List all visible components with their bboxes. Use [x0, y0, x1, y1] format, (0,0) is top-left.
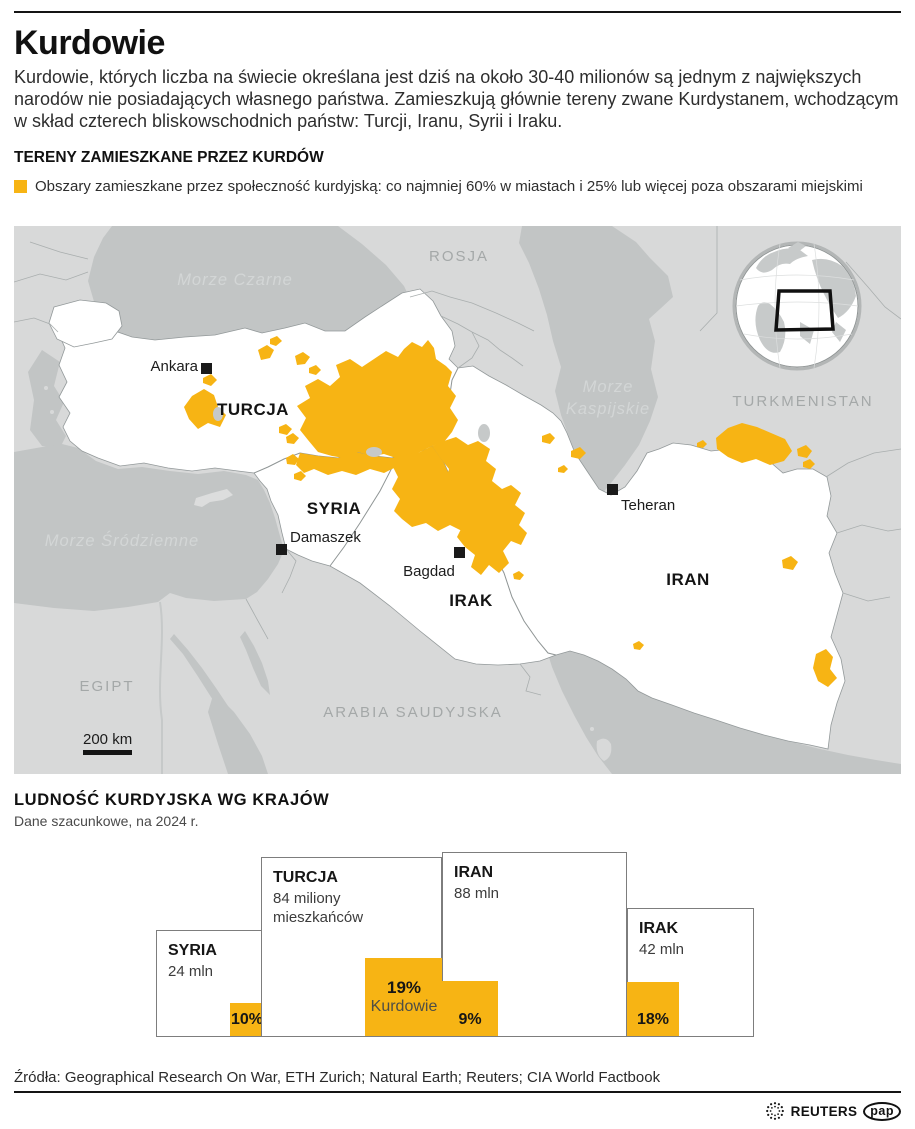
pap-logo: pap — [863, 1101, 901, 1121]
globe-focus-frame — [774, 289, 835, 332]
caspian-sea-label-line1: Morze — [583, 378, 634, 396]
lakes — [213, 407, 490, 457]
intro-line: w skład czterech bliskowschodnich państw… — [14, 111, 563, 131]
mediterranean-label: Morze Śródziemne — [45, 531, 199, 550]
egypt-label: EGIPT — [79, 678, 134, 695]
country-name: IRAN — [454, 864, 494, 881]
baghdad-marker — [454, 547, 465, 558]
page-title: Kurdowie — [14, 24, 165, 62]
saudi-arabia-label: ARABIA SAUDYJSKA — [323, 704, 503, 721]
map-svg: Morze Czarne Morze Kaspijskie Morze Śród… — [13, 226, 902, 774]
cyprus-shape — [194, 489, 233, 507]
chart-box-turcja: TURCJA 84 miliony mieszkańców 19% Kurdow… — [261, 857, 443, 1037]
globe-continents — [755, 242, 856, 353]
iraq-label: IRAK — [449, 591, 493, 610]
country-population: 84 miliony — [273, 889, 341, 907]
lake-van — [366, 447, 382, 457]
globe-graticule — [735, 243, 859, 369]
thrace-shape — [48, 299, 123, 348]
neighbor-borders — [13, 226, 902, 696]
turkmenistan-label: TURKMENISTAN — [732, 393, 873, 410]
aegean-island — [44, 386, 48, 390]
middle-east-map: Morze Czarne Morze Kaspijskie Morze Śród… — [13, 226, 902, 774]
intro-line: Kurdowie, których liczba na świecie okre… — [14, 67, 862, 87]
bahrain-shape — [590, 727, 594, 731]
percent-label: 18% — [636, 1011, 670, 1028]
black-sea-shape — [88, 226, 410, 345]
tehran-label: Teheran — [621, 497, 675, 514]
kurdish-share-bar-syria: 10% — [230, 1003, 264, 1036]
chart-subtitle: Dane szacunkowe, na 2024 r. — [14, 813, 199, 829]
tehran-marker — [607, 484, 618, 495]
map-section-heading: TERENY ZAMIESZKANE PRZEZ KURDÓW — [14, 149, 324, 166]
country-population: 42 mln — [639, 940, 685, 958]
country-population-2: mieszkańców — [273, 909, 364, 927]
country-name: IRAK — [639, 920, 679, 937]
chart-box-irak: IRAK 42 mln 18% — [627, 908, 754, 1037]
sources-line: Źródła: Geographical Research On War, ET… — [14, 1069, 661, 1086]
top-rule — [14, 11, 901, 13]
chart-section-heading: LUDNOŚĆ KURDYJSKA WG KRAJÓW — [14, 791, 330, 809]
country-name: TURCJA — [273, 869, 338, 886]
scale-bar — [83, 750, 132, 755]
caspian-sea-label-line2: Kaspijskie — [566, 400, 650, 418]
percent-label: 19% — [386, 978, 422, 997]
baghdad-label: Bagdad — [403, 563, 455, 580]
bottom-rule — [14, 1091, 901, 1093]
nile-river — [159, 601, 163, 774]
kurdish-share-bar-iran: 9% — [442, 981, 498, 1036]
kurdish-areas — [184, 336, 837, 687]
aegean-island — [50, 410, 54, 414]
kurdish-share-bar-irak: 18% — [627, 982, 679, 1036]
ankara-marker — [201, 363, 212, 374]
reuters-logo-text: REUTERS — [790, 1103, 858, 1119]
percent-label: 9% — [458, 1011, 482, 1028]
legend-text: Obszary zamieszkane przez społeczność ku… — [35, 178, 863, 195]
iran-label: IRAN — [666, 570, 710, 589]
ankara-label: Ankara — [150, 358, 198, 375]
black-sea-label: Morze Czarne — [177, 271, 293, 289]
syria-label: SYRIA — [307, 499, 361, 518]
gulf-of-aqaba-shape — [240, 631, 270, 695]
lake-urmia — [478, 424, 490, 442]
russia-label: ROSJA — [429, 248, 489, 265]
country-population: 88 mln — [454, 884, 500, 902]
chart-box-syria: SYRIA 24 mln 10% — [156, 930, 264, 1037]
percent-note: Kurdowie — [370, 998, 438, 1015]
turkey-label: TURCJA — [217, 400, 289, 419]
kurdish-share-bar-turcja: 19% Kurdowie — [365, 958, 443, 1036]
intro-line: narodów nie posiadających własnego państ… — [14, 89, 899, 109]
aegean-sea-shape — [28, 350, 66, 448]
globe-inset — [732, 241, 862, 371]
caspian-sea-shape — [519, 226, 673, 495]
chart-box-iran: IRAN 88 mln 9% — [442, 852, 627, 1037]
country-population: 24 mln — [168, 962, 214, 980]
map-legend: Obszary zamieszkane przez społeczność ku… — [14, 178, 863, 195]
agency-logos: REUTERS pap — [765, 1101, 901, 1121]
city-markers — [201, 363, 618, 558]
persian-gulf-shape — [547, 633, 901, 774]
qatar-shape — [596, 738, 612, 761]
lake-tuz — [213, 407, 223, 421]
red-sea-shape — [208, 692, 268, 774]
reuters-sunburst-icon — [765, 1102, 784, 1120]
mediterranean-shape — [14, 444, 284, 611]
percent-label: 10% — [230, 1011, 264, 1028]
sea-shapes — [14, 226, 901, 774]
damascus-label: Damaszek — [290, 529, 361, 546]
intro-paragraph: Kurdowie, których liczba na świecie okre… — [14, 66, 904, 132]
scale-label: 200 km — [83, 731, 132, 748]
damascus-marker — [276, 544, 287, 555]
kurdish-area-swatch-icon — [14, 180, 27, 193]
country-name: SYRIA — [168, 942, 217, 959]
